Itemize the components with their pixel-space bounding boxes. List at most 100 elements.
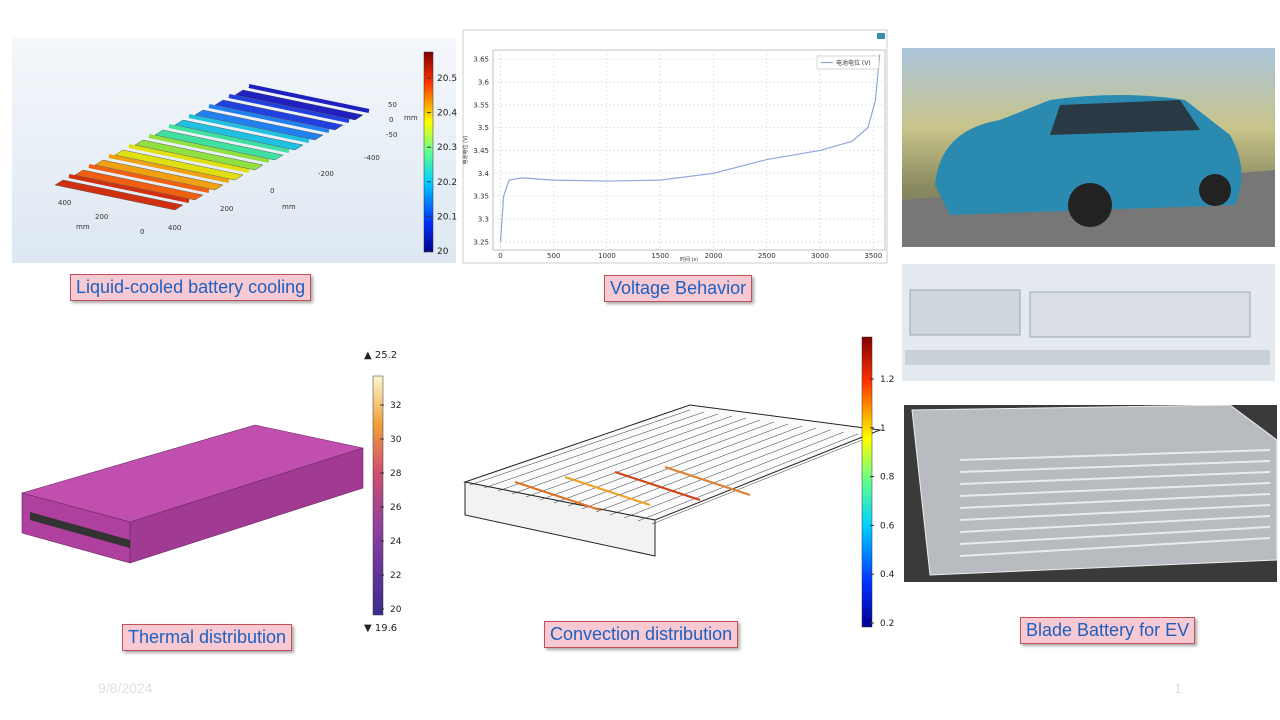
- blade-line: [959, 482, 1271, 497]
- blade-channels: [959, 449, 1271, 557]
- blade-line: [959, 537, 1271, 557]
- x-tick-label: 2000: [705, 252, 723, 260]
- legend-label: 电池电位 (V): [836, 59, 871, 67]
- axis-label: mm: [76, 223, 90, 231]
- legend-box: [816, 55, 880, 70]
- y-tick-label: 3.45: [473, 147, 489, 155]
- colorbar-tick-label: 1: [880, 424, 886, 434]
- wheel: [1068, 183, 1112, 227]
- channel: [108, 154, 230, 183]
- axis-label: 200: [220, 205, 233, 213]
- voltage-panel: [462, 29, 888, 264]
- colorbar-tick-label: 26: [390, 503, 402, 513]
- pack-module: [1029, 291, 1251, 338]
- channel: [194, 109, 324, 141]
- blade-line: [959, 460, 1271, 473]
- colorbar-tick-label: 0.6: [880, 521, 895, 531]
- colorbar-tick-label: 28: [390, 469, 402, 479]
- convection-colorbar: [861, 336, 873, 628]
- axis-label: mm: [282, 203, 296, 211]
- pipe: [469, 409, 691, 486]
- x-tick-label: 2500: [758, 252, 776, 260]
- footer-date: 9/8/2024: [98, 680, 153, 696]
- hot-pipe: [564, 476, 651, 506]
- channel: [168, 124, 290, 153]
- axis-label: 50: [388, 101, 397, 109]
- y-tick-label: 3.5: [478, 124, 489, 132]
- caption: Blade Battery for EV: [1020, 617, 1196, 644]
- x-axis-label: 时间 (s): [680, 256, 698, 263]
- hot-pipe: [514, 481, 601, 511]
- y-tick-label: 3.3: [478, 215, 489, 223]
- blade-line: [959, 493, 1271, 509]
- colorbar-tick-label: 20: [390, 605, 402, 615]
- colorbar-tick-label: 20: [437, 247, 449, 257]
- pack-rail: [905, 350, 1270, 365]
- channel: [154, 129, 284, 161]
- axis-label: mm: [404, 114, 418, 122]
- pipe: [483, 411, 705, 489]
- wheel: [1199, 174, 1231, 206]
- x-tick-label: 500: [547, 252, 560, 260]
- blade-line: [959, 504, 1271, 521]
- panel-icon: [877, 33, 885, 39]
- colorbar-max: ▲ 25.2: [364, 350, 397, 361]
- colorbar-tick-label: 20.2: [437, 178, 457, 188]
- hot-pipe: [614, 471, 701, 501]
- channel: [54, 179, 184, 211]
- y-tick-label: 3.65: [473, 56, 489, 64]
- channel: [68, 174, 190, 203]
- pack-module: [909, 289, 1021, 336]
- thermal-fins: [30, 512, 130, 548]
- y-axis-label: 电池电位 (V): [462, 136, 469, 165]
- car-window: [1050, 100, 1200, 135]
- channel: [234, 89, 364, 121]
- thermal-colorbar: [372, 375, 384, 616]
- pipe: [511, 415, 733, 495]
- channel: [214, 99, 344, 131]
- pipe: [623, 431, 845, 519]
- colorbar-tick-label: 20.1: [437, 212, 457, 222]
- x-tick-label: 0: [498, 252, 502, 260]
- channel: [248, 84, 370, 113]
- caption: Thermal distribution: [122, 624, 293, 651]
- channel: [228, 94, 350, 123]
- colorbar-tick-label: 22: [390, 571, 401, 581]
- thermal-side: [129, 447, 364, 564]
- blade-line: [959, 515, 1271, 533]
- channel: [208, 104, 330, 133]
- colorbar-tick-label: 0.2: [880, 619, 894, 629]
- x-tick-label: 3000: [811, 252, 829, 260]
- axis-label: 0: [140, 228, 144, 236]
- pipe: [553, 421, 775, 504]
- pipe: [609, 429, 831, 516]
- y-tick-label: 3.55: [473, 101, 489, 109]
- caption: Voltage Behavior: [604, 275, 753, 302]
- axis-label: -400: [364, 154, 380, 162]
- footer-page: 1: [1174, 680, 1182, 696]
- channel: [128, 144, 250, 173]
- colorbar-tick-label: 24: [390, 537, 402, 547]
- line: [499, 54, 881, 242]
- cooling-channels: [54, 84, 370, 211]
- colorbar-tick-label: 30: [390, 435, 402, 445]
- channel: [134, 139, 264, 171]
- colorbar-tick-label: 20.3: [437, 143, 457, 153]
- channel: [148, 134, 270, 163]
- caption: Convection distribution: [544, 621, 739, 648]
- caption: Liquid-cooled battery cooling: [70, 274, 312, 301]
- pipe: [637, 433, 859, 522]
- colorbar-tick-label: 1.2: [880, 375, 894, 385]
- pipe: [497, 413, 719, 492]
- axis-label: -200: [318, 170, 334, 178]
- axis-label: 400: [168, 224, 181, 232]
- channel: [94, 159, 224, 191]
- pipe: [595, 427, 817, 513]
- channel: [188, 114, 310, 143]
- pipe: [651, 435, 873, 525]
- y-tick-label: 3.6: [478, 78, 490, 86]
- axis-label: 200: [95, 213, 108, 221]
- x-tick-label: 1500: [651, 252, 669, 260]
